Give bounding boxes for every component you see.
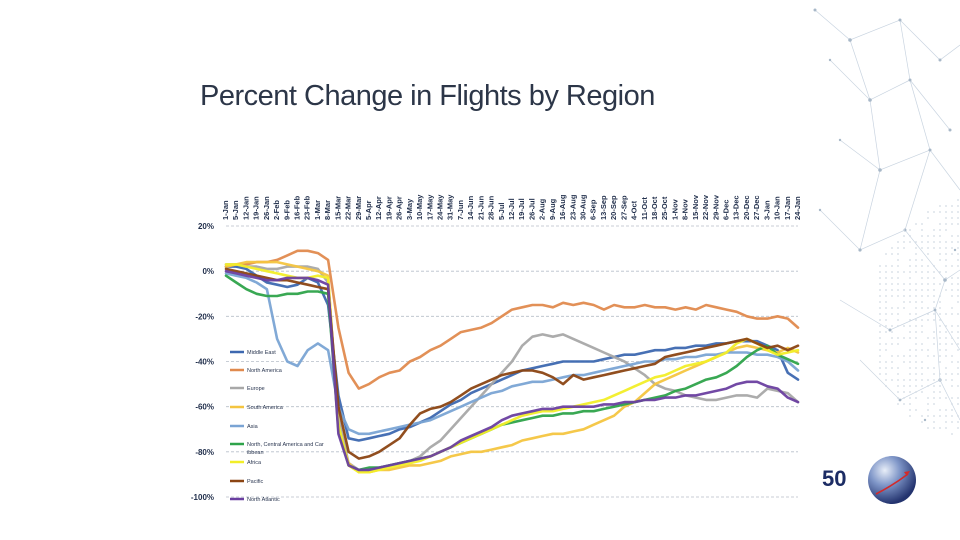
x-tick-label: 9-Aug <box>548 198 557 220</box>
x-tick-label: 15-Mar <box>333 196 342 220</box>
x-tick-label: 28-Jun <box>487 195 496 220</box>
x-tick-label: 30-Aug <box>579 194 588 220</box>
x-tick-label: 19-Jul <box>517 198 526 220</box>
x-tick-label: 12-Jul <box>507 198 516 220</box>
legend-label: Europe <box>247 386 265 392</box>
x-tick-label: 15-Nov <box>691 194 700 220</box>
x-tick-label: 13-Dec <box>732 195 741 220</box>
x-tick-label: 19-Jan <box>252 196 261 220</box>
x-tick-label: 26-Apr <box>395 196 404 220</box>
series-line-pacific <box>226 269 798 459</box>
x-tick-label: 10-Jan <box>773 196 782 220</box>
x-tick-label: 7-Jun <box>456 200 465 220</box>
x-tick-label: 1-Mar <box>313 200 322 220</box>
logo-text: 50 <box>822 466 846 492</box>
series-line-south-america <box>226 262 798 472</box>
legend-label: North, Central America and Car ibbean <box>247 442 324 456</box>
y-tick-label: -20% <box>195 312 214 321</box>
x-tick-label: 18-Oct <box>650 196 659 220</box>
y-tick-label: -40% <box>195 358 214 367</box>
x-tick-label: 26-Jul <box>527 198 536 220</box>
line-chart: 20%0%-20%-40%-60%-80%-100% 1-Jan 5-Jan 12-… <box>0 0 960 540</box>
legend-label: North America <box>247 368 283 374</box>
x-tick-label: 2-Aug <box>538 198 547 220</box>
x-tick-label: 27-Sep <box>619 195 628 220</box>
x-tick-label: 2-Feb <box>272 200 281 220</box>
series-line-north-atlantic <box>226 271 798 470</box>
y-tick-label: 0% <box>202 267 214 276</box>
x-tick-label: 3-May <box>405 198 414 220</box>
x-tick-label: 25-Oct <box>660 196 669 220</box>
x-tick-label: 16-Aug <box>558 194 567 220</box>
y-tick-label: -80% <box>195 448 214 457</box>
x-tick-label: 3-Jan <box>762 200 771 220</box>
x-tick-label: 27-Dec <box>752 195 761 220</box>
x-tick-label: 8-Nov <box>681 198 690 220</box>
x-tick-label: 6-Sep <box>589 199 598 220</box>
legend-label: South America <box>247 405 284 411</box>
x-tick-label: 29-Mar <box>354 196 363 220</box>
x-tick-label: 16-Feb <box>293 195 302 220</box>
x-tick-label: 23-Feb <box>303 195 312 220</box>
x-tick-label: 21-Jun <box>476 195 485 220</box>
x-tick-label: 5-Jan <box>231 200 240 220</box>
y-tick-label: -60% <box>195 403 214 412</box>
legend: Middle East North America Europe South Amer… <box>230 350 324 503</box>
legend-label: Asia <box>247 424 259 430</box>
x-tick-label: 17-May <box>425 194 434 220</box>
x-tick-label: 12-Jan <box>241 196 250 220</box>
x-tick-label: 22-Nov <box>701 194 710 220</box>
legend-label: North Atlantic <box>247 497 280 503</box>
x-tick-label: 6-Dec <box>722 200 731 220</box>
x-tick-label: 19-Apr <box>384 196 393 220</box>
x-tick-label: 11-Oct <box>640 197 649 220</box>
x-tick-label: 5-Jul <box>497 202 506 220</box>
legend-label: Africa <box>247 460 262 466</box>
x-tick-label: 24-May <box>436 194 445 220</box>
x-tick-label: 24-Jan <box>793 196 802 220</box>
x-tick-label: 9-Feb <box>282 200 291 220</box>
x-tick-label: 12-Apr <box>374 196 383 220</box>
x-tick-label: 4-Oct <box>630 200 639 220</box>
x-tick-label: 20-Dec <box>742 195 751 220</box>
y-tick-label: 20% <box>198 222 214 231</box>
x-tick-label: 1-Nov <box>670 198 679 220</box>
x-tick-label: 1-Jan <box>221 200 230 220</box>
y-axis-ticks: 20% 0% -20% -40% -60% -80% -100% <box>191 222 214 502</box>
legend-label: Middle East <box>247 350 276 356</box>
series-line-europe <box>226 264 798 470</box>
globe-logo-icon <box>862 452 922 512</box>
x-tick-label: 5-Apr <box>364 200 373 220</box>
x-axis-ticks: 1-Jan 5-Jan 12-Jan 19-Jan 26-Jan 2-Feb 9-Feb 16… <box>221 194 802 220</box>
legend-label: Pacific <box>247 479 263 485</box>
x-tick-label: 8-Mar <box>323 200 332 220</box>
x-tick-label: 23-Aug <box>568 194 577 220</box>
x-tick-label: 14-Jun <box>466 195 475 220</box>
y-tick-label: -100% <box>191 493 214 502</box>
series-line-asia <box>226 273 798 433</box>
x-tick-label: 20-Sep <box>609 195 618 220</box>
x-tick-label: 29-Nov <box>711 194 720 220</box>
x-tick-label: 26-Jan <box>262 196 271 220</box>
x-tick-label: 13-Sep <box>599 195 608 220</box>
x-tick-label: 17-Jan <box>783 196 792 220</box>
x-tick-label: 22-Mar <box>344 196 353 220</box>
x-tick-label: 31-May <box>446 194 455 220</box>
x-tick-label: 10-May <box>415 194 424 220</box>
